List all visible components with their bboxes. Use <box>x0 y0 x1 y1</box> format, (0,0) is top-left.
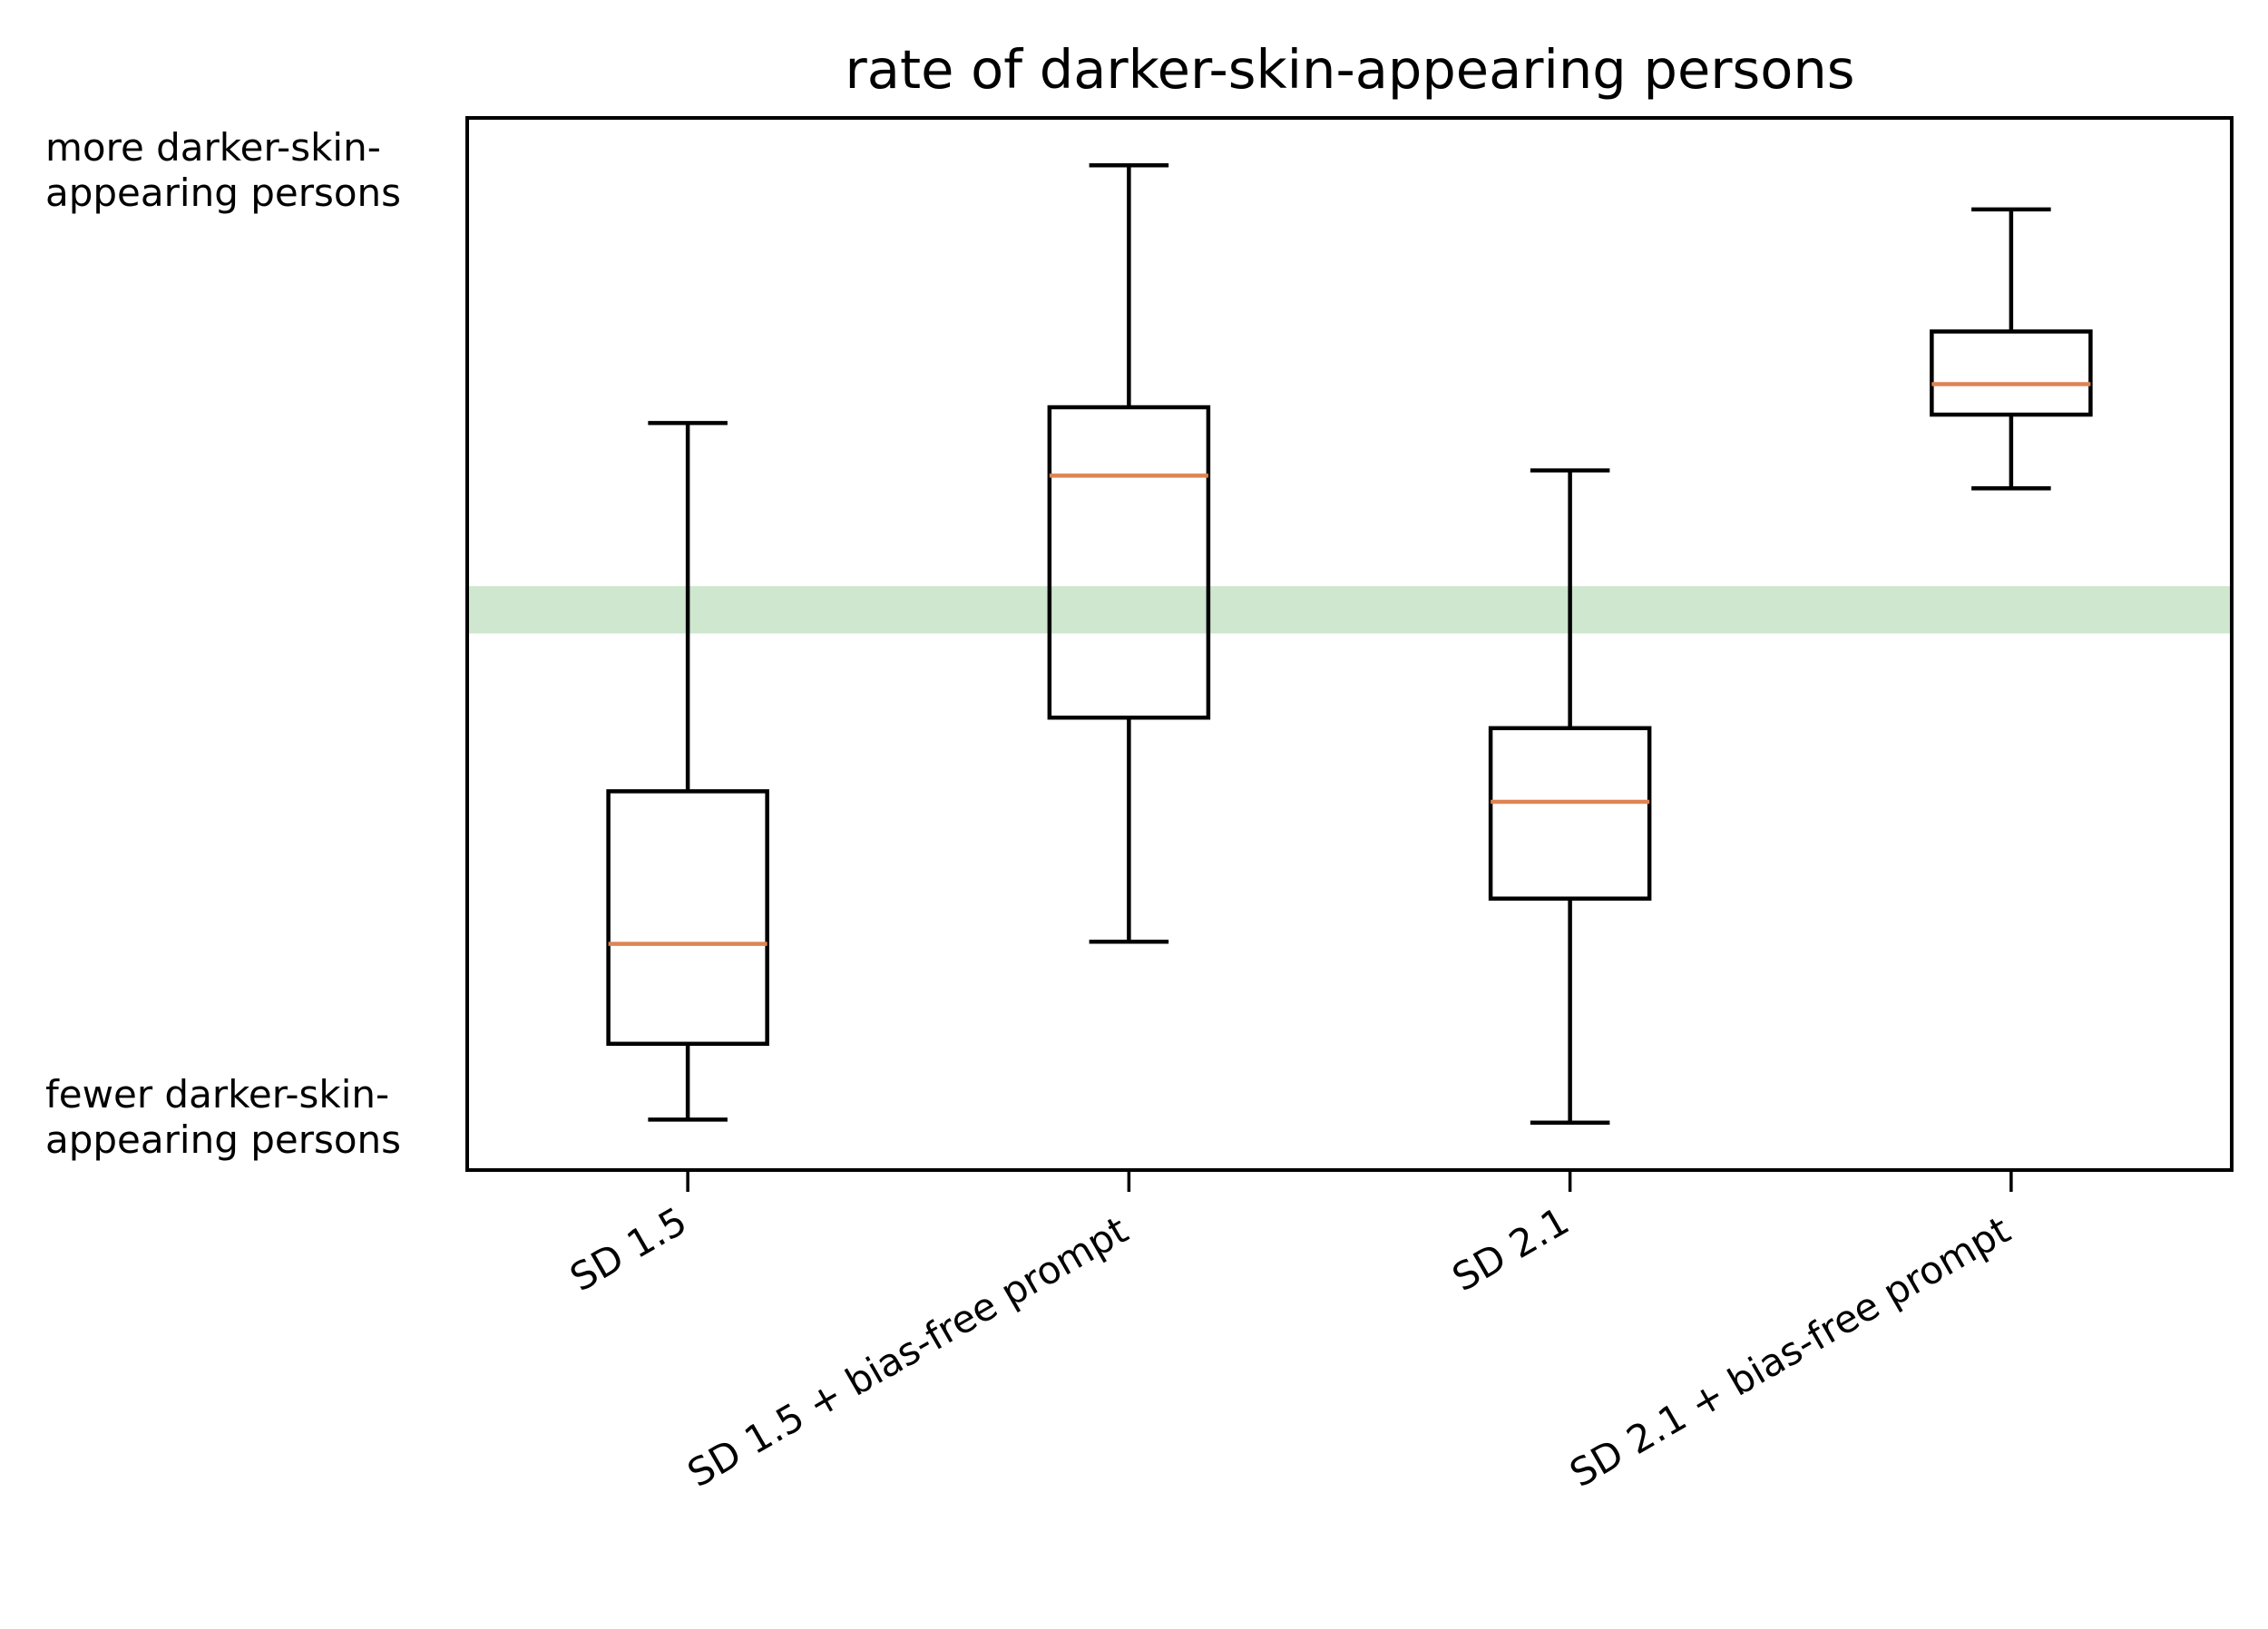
box-group-2 <box>1047 162 1211 944</box>
y-tick-label-2-line-1: fewer darker-skin- <box>45 1072 389 1117</box>
iqr-box <box>1047 405 1211 720</box>
iqr-box <box>606 789 769 1047</box>
y-tick-label-1-line-2: appearing persons <box>45 171 401 215</box>
x-tick-label-1: SD 1.5 <box>562 1198 694 1300</box>
plot-frame <box>465 116 2234 1172</box>
x-tick-labels: SD 1.5SD 1.5 + bias-free prompt SD 2.1SD … <box>562 1198 2018 1496</box>
y-tick-labels: more darker-skin-appearing personsfewer … <box>45 125 401 1162</box>
reference-band-layer <box>467 586 2232 634</box>
x-tick-label-4: SD 2.1 + bias-free prompt <box>1562 1207 2018 1496</box>
box-group-3 <box>1488 468 1652 1126</box>
chart-title: rate of darker-skin-appearing persons <box>846 38 1855 101</box>
box-group-1 <box>606 421 769 1122</box>
tick-layer <box>686 1170 2013 1192</box>
x-tick-label-3: SD 2.1 <box>1445 1198 1577 1300</box>
box-group-4 <box>1930 207 2093 491</box>
y-tick-label-2-line-2: appearing persons <box>45 1117 401 1162</box>
x-tick-label-2: SD 1.5 + bias-free prompt <box>680 1207 1136 1496</box>
box-layer <box>606 162 2093 1126</box>
reference-band <box>467 586 2232 634</box>
iqr-box <box>1488 726 1652 901</box>
iqr-box <box>1930 329 2093 417</box>
y-tick-label-1-line-1: more darker-skin- <box>45 125 381 170</box>
